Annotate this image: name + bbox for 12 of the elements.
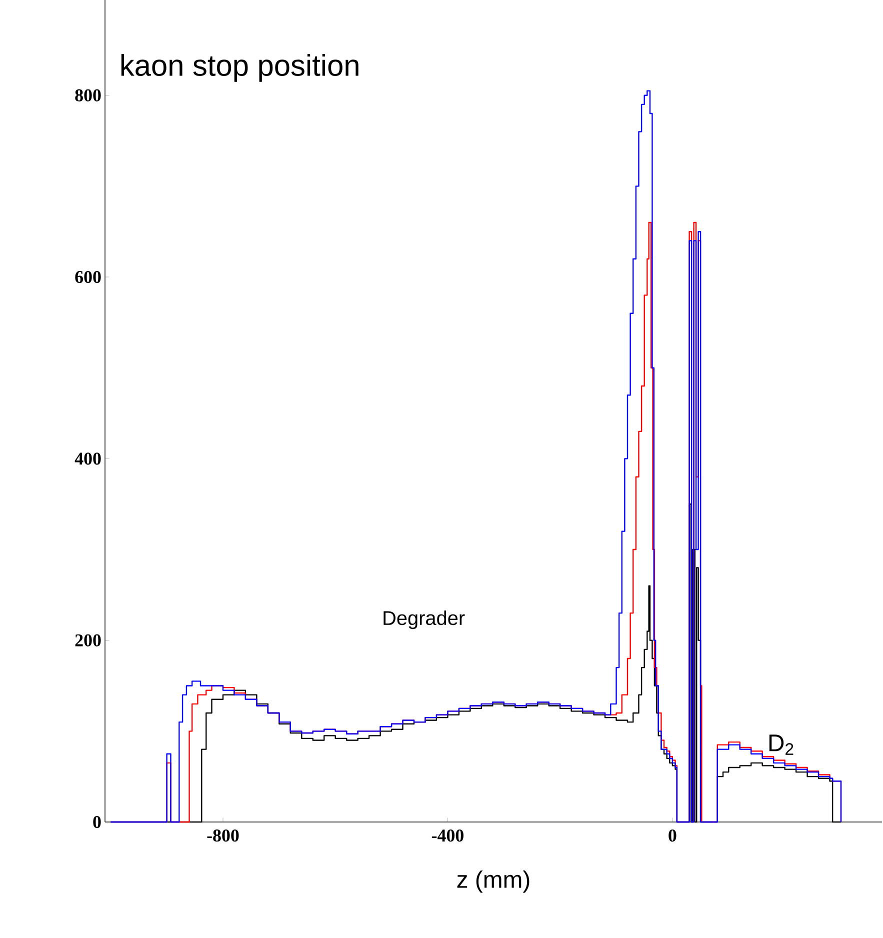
text: kaon stop position — [121, 54, 358, 82]
y-tick-label: 0 — [93, 816, 101, 828]
x-tick-label: -400 — [432, 830, 464, 842]
y-tick-label: 200 — [75, 634, 101, 646]
x-tick-label: 0 — [668, 830, 676, 842]
annotation: Degrader — [384, 610, 465, 630]
x-tick-label: -800 — [207, 830, 239, 842]
y-tick-label: 800 — [75, 89, 101, 102]
y-tick-label: 400 — [74, 452, 101, 465]
y-tick-label: 600 — [75, 270, 101, 284]
annotation: D$_{2}$ — [769, 734, 794, 755]
x-axis-title: z (mm) — [457, 870, 530, 893]
